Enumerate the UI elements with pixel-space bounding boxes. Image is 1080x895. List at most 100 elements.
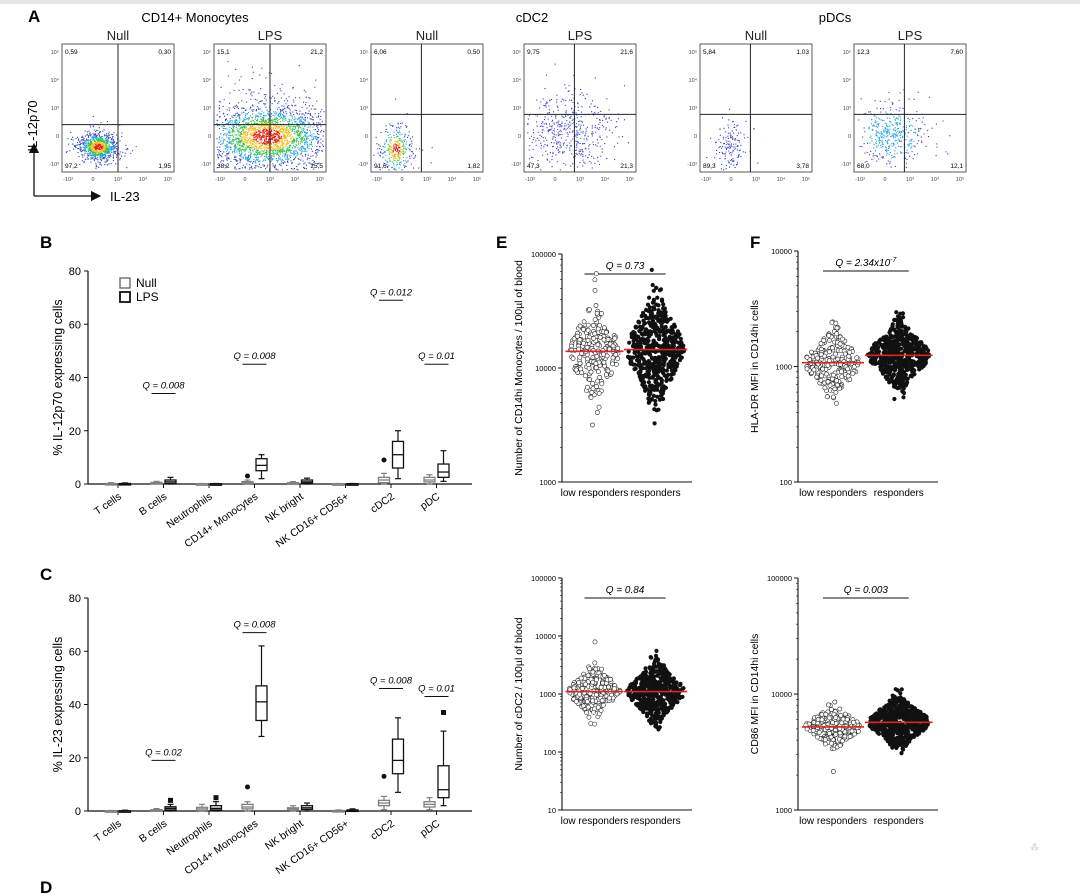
flow-condition-label: Null: [107, 28, 130, 43]
x-tick-label: low responders: [561, 488, 629, 499]
flow-x-tick: 10⁴: [777, 176, 786, 183]
flow-quadrant-ur: 7,60: [950, 49, 963, 56]
box-lps: [437, 450, 450, 482]
flow-x-tick: 10³: [576, 177, 584, 183]
box-body: [437, 463, 450, 478]
x-tick-label: low responders: [799, 488, 867, 499]
flow-quadrant-ll: 97,2: [65, 163, 78, 170]
flow-y-tick: 10⁴: [360, 77, 369, 84]
flow-x-tick: 10³: [114, 177, 122, 183]
flow-condition-label: LPS: [258, 28, 283, 43]
flow-y-tick: 10⁴: [51, 77, 60, 84]
low-responders-points: [804, 319, 861, 406]
x-tick-label: B cells: [137, 491, 169, 519]
flow-quadrant-ur: 21,2: [310, 49, 323, 56]
flow-y-tick: 10⁴: [513, 77, 522, 84]
x-tick-label: pDC: [418, 817, 442, 839]
flow-x-tick: 10⁴: [139, 176, 148, 183]
q-annotation: Q = 0.008: [234, 620, 277, 631]
q-annotation: Q = 2.34x10-7: [835, 257, 897, 269]
box-lps: [164, 797, 177, 812]
legend-swatch: [119, 291, 131, 303]
q-annotation: Q = 0.003: [844, 585, 889, 596]
outlier-point: [245, 784, 250, 790]
flow-plot-frame: [370, 43, 484, 173]
flow-x-tick: 10⁵: [956, 176, 964, 183]
watermark-mark: ⁂: [1030, 842, 1039, 852]
flow-group-title: CD14+ Monocytes: [141, 10, 249, 25]
box-body: [255, 458, 268, 472]
box-null: [104, 809, 118, 813]
x-tick-label: pDC: [418, 490, 442, 512]
q-annotation: Q = 0.84: [606, 585, 645, 596]
q-annotation: Q = 0.02: [145, 747, 182, 758]
flow-quadrant-ur: 21,6: [620, 49, 633, 56]
flow-condition-label: LPS: [898, 28, 923, 43]
y-tick-label: 100000: [531, 574, 556, 583]
flow-quadrant-lr: 25,5: [310, 163, 323, 170]
flow-y-tick: -10³: [687, 162, 697, 168]
flow-y-tick: 0: [848, 134, 851, 140]
flow-quadrant-ul: 9,75: [527, 49, 540, 56]
x-tick-label: responders: [874, 488, 924, 499]
y-tick-label: 1000: [539, 478, 556, 487]
flow-quadrant-ll: 38,2: [217, 163, 230, 170]
flow-x-tick: -10³: [215, 177, 225, 183]
q-annotation: Q = 0.012: [370, 287, 413, 298]
box-lps: [346, 482, 359, 486]
y-tick-label: 10000: [771, 690, 792, 699]
flow-density: [216, 61, 325, 171]
q-annotation: Q = 0.73: [606, 261, 645, 272]
responders-points: [867, 687, 931, 756]
flow-quadrant-lr: 3,78: [796, 163, 809, 170]
flow-x-tick: 10⁵: [164, 176, 172, 183]
panel-letter-e: E: [496, 233, 507, 252]
y-tick-label: 80: [69, 593, 81, 605]
flow-y-tick: 0: [518, 134, 521, 140]
y-tick-label: 10000: [535, 632, 556, 641]
q-annotation: Q = 0.008: [234, 351, 277, 362]
q-annotation: Q = 0.008: [370, 676, 413, 687]
y-tick-label: 10000: [771, 247, 792, 256]
flow-plot-frame: [699, 43, 813, 173]
flow-x-tick: 10³: [423, 177, 431, 183]
flow-plot: LPS 15,1 21,2 38,2 25,5 -10³ 0 10³ 10⁴ 10⁵ 10⁵ 10⁴ 1…: [201, 28, 327, 183]
flow-x-tick: 10⁴: [291, 176, 300, 183]
box-lps: [164, 476, 177, 485]
flow-y-tick: -10³: [841, 162, 851, 168]
x-tick-label: responders: [631, 488, 681, 499]
flow-group-title: pDCs: [819, 10, 852, 25]
x-tick-label: responders: [631, 816, 681, 827]
y-tick-label: 1000: [539, 690, 556, 699]
y-tick-label: 0: [75, 806, 81, 818]
box-lps: [300, 802, 314, 812]
y-tick-label: 100: [779, 478, 792, 487]
box-chart-B: 0 20 40 60 80 % IL-12p70 expressing cells T ce…: [51, 266, 472, 550]
flow-y-tick: -10³: [511, 162, 521, 168]
flow-quadrant-ur: 0,50: [467, 49, 480, 56]
flow-y-tick: 0: [365, 134, 368, 140]
x-tick-label: low responders: [561, 816, 629, 827]
flow-y-tick: 10⁴: [203, 77, 212, 84]
flow-x-tick: 10³: [752, 177, 760, 183]
y-tick-label: 10: [548, 806, 556, 815]
x-tick-label: T cells: [92, 491, 124, 518]
flow-y-tick: -10³: [201, 162, 211, 168]
box-null: [377, 773, 391, 811]
flow-y-tick: -10³: [49, 162, 59, 168]
y-axis-label: % IL-12p70 expressing cells: [51, 299, 65, 455]
flow-x-tick: 10³: [906, 177, 914, 183]
flow-y-tick: 0: [56, 134, 59, 140]
flow-y-tick: 10³: [843, 106, 851, 112]
flow-x-label: IL-23: [110, 189, 140, 204]
box-lps: [391, 430, 405, 480]
low-responders-points: [568, 271, 621, 428]
y-tick-label: 60: [69, 319, 81, 331]
swarm-chart-E-bottom: 10 100 1000 10000 100000 Number of cDC2 / 100…: [513, 574, 692, 827]
flow-x-tick: -10³: [855, 177, 865, 183]
flow-condition-label: LPS: [568, 28, 593, 43]
y-axis-label: Number of CD14hi Monocytes / 100µl of bl…: [513, 260, 525, 476]
flow-x-tick: 0: [553, 177, 556, 183]
box-lps: [346, 808, 359, 813]
